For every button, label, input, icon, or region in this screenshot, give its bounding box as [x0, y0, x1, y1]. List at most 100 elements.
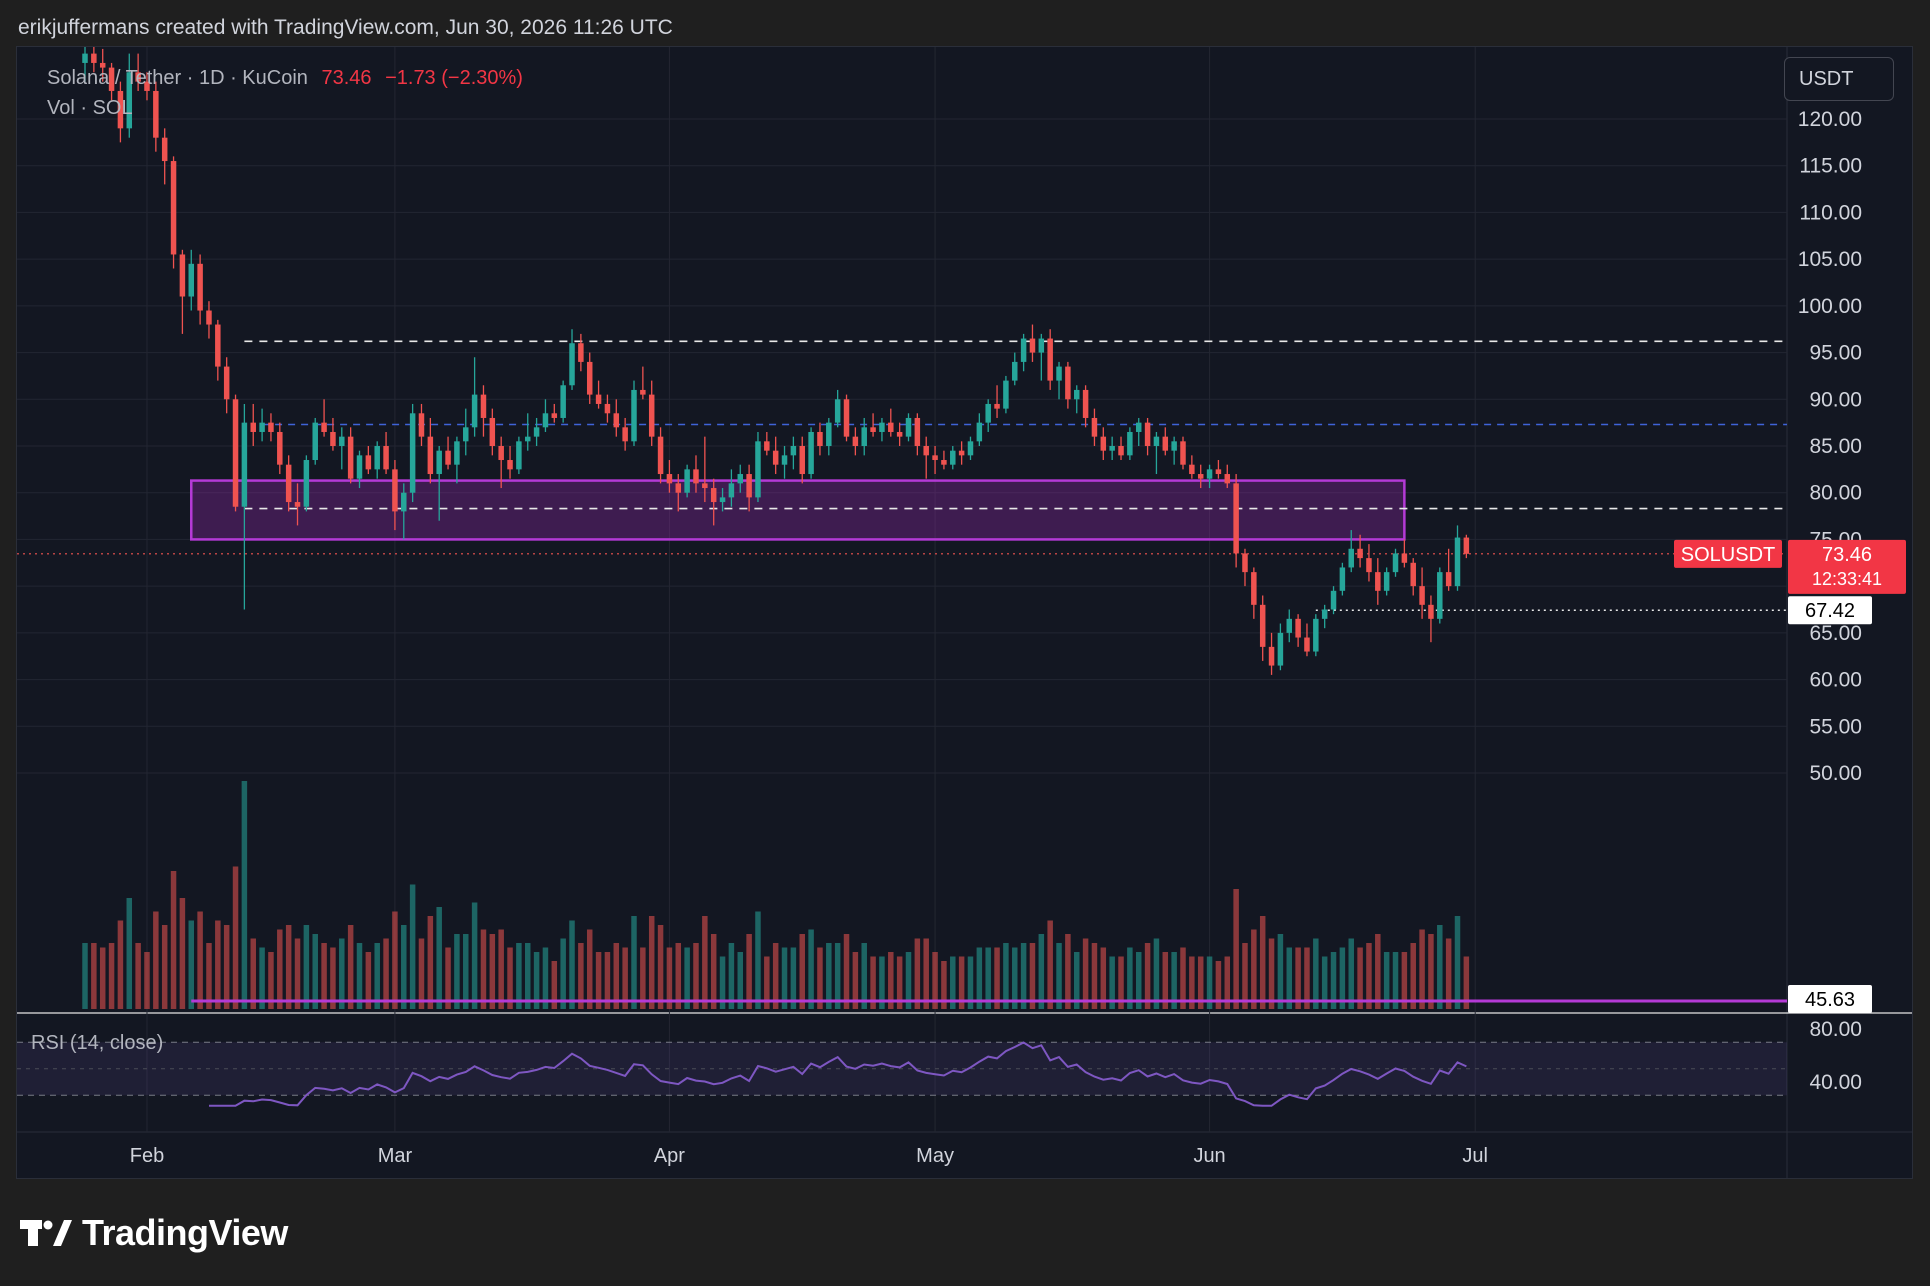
currency-button[interactable]: USDT: [1784, 57, 1894, 101]
volume-bar: [604, 952, 611, 1009]
volume-bar: [1313, 938, 1319, 1009]
candle-body: [648, 394, 655, 437]
candle-body: [737, 474, 744, 484]
price-tick-label: 50.00: [1809, 762, 1862, 785]
volume-bar: [1038, 934, 1045, 1009]
volume-bar: [365, 952, 372, 1009]
candle-body: [772, 450, 779, 465]
candle-body: [1020, 338, 1027, 362]
volume-bar: [1127, 947, 1133, 1009]
volume-bar: [648, 916, 655, 1009]
candle-body: [1242, 553, 1248, 573]
volume-bar: [1295, 947, 1301, 1009]
candle-body: [463, 427, 469, 442]
price-chart[interactable]: 120.00 115.00 110.00 105.00 100.00 95.00 90.00…: [17, 47, 1912, 1178]
volume-bar: [905, 952, 912, 1009]
candle-body: [480, 394, 487, 418]
symbol-legend[interactable]: Solana / Tether · 1D · KuCoin 73.46 −1.7…: [47, 67, 523, 90]
volume-bar: [1224, 956, 1231, 1009]
chart-area[interactable]: 120.00 115.00 110.00 105.00 100.00 95.00 90.00…: [16, 46, 1913, 1179]
candle-body: [1366, 558, 1372, 573]
candle-body: [1215, 469, 1222, 475]
candle-body: [153, 90, 159, 138]
volume-bar: [967, 956, 974, 1009]
candle-body: [967, 441, 974, 456]
candle-body: [1162, 436, 1169, 451]
volume-bar: [1206, 956, 1213, 1009]
candle-body: [958, 450, 965, 456]
volume-bar: [976, 947, 983, 1009]
candle-body: [108, 67, 115, 91]
candle-body: [604, 403, 611, 414]
volume-bar: [693, 943, 699, 1009]
volume-bar: [675, 943, 682, 1009]
attribution-text: erikjuffermans created with TradingView.…: [18, 16, 673, 39]
candle-body: [1268, 646, 1275, 666]
price-tick-label: 95.00: [1809, 342, 1862, 365]
volume-legend[interactable]: Vol · SOL: [47, 97, 133, 119]
volume-bar: [223, 925, 230, 1009]
volume-bar: [489, 934, 496, 1009]
candle-body: [1012, 361, 1018, 381]
candle-body: [1100, 436, 1107, 451]
volume-bar: [197, 911, 203, 1009]
rsi-legend[interactable]: RSI (14, close): [31, 1032, 164, 1054]
price-tick-label: 110.00: [1799, 201, 1862, 224]
candle-body: [294, 502, 301, 507]
candle-body: [719, 497, 726, 503]
volume-bar: [817, 947, 823, 1009]
volume-bar: [888, 952, 894, 1009]
volume-bar: [702, 916, 708, 1009]
tradingview-logo[interactable]: TradingView: [20, 1212, 288, 1254]
volume-bar: [950, 956, 956, 1009]
volume-bar: [622, 947, 628, 1009]
candle-body: [1091, 417, 1098, 437]
candle-body: [631, 389, 637, 442]
volume-bar: [170, 871, 177, 1009]
volume-bar: [436, 907, 442, 1009]
candle-body: [941, 460, 947, 465]
candle-body: [551, 413, 558, 418]
candle-body: [622, 427, 628, 442]
volume-bar: [896, 956, 903, 1009]
volume-bar: [144, 952, 150, 1009]
volume-bar: [374, 943, 380, 1009]
candle-body: [1251, 572, 1257, 605]
volume-bar: [799, 934, 805, 1009]
candle-body: [356, 455, 363, 479]
volume-bar: [161, 925, 168, 1009]
volume-bar: [401, 925, 407, 1009]
candle-body: [330, 431, 336, 446]
volume-bar: [99, 947, 106, 1009]
candle-body: [347, 436, 354, 479]
candle-body: [1277, 632, 1284, 666]
candle-body: [702, 483, 708, 489]
candle-body: [321, 422, 327, 432]
candle-body: [445, 450, 451, 465]
candle-body: [82, 53, 88, 63]
tradingview-wordmark: TradingView: [82, 1212, 288, 1253]
candle-body: [471, 394, 478, 428]
volume-bar: [1268, 938, 1275, 1009]
volume-bar: [578, 943, 584, 1009]
volume-bar: [126, 898, 133, 1009]
candle-body: [383, 446, 389, 470]
candle-body: [1003, 380, 1009, 409]
volume-bar: [232, 866, 239, 1009]
candle-body: [808, 431, 814, 475]
legend-change: −1.73 (−2.30%): [385, 67, 523, 89]
volume-bar: [1410, 943, 1416, 1009]
volume-bar: [1135, 952, 1142, 1009]
volume-bar: [1180, 947, 1186, 1009]
volume-bar: [1012, 947, 1018, 1009]
candle-body: [1224, 474, 1231, 484]
candle-body: [710, 488, 717, 503]
volume-bar: [454, 934, 460, 1009]
candle-body: [365, 455, 372, 470]
volume-bar: [560, 938, 566, 1009]
volume-bar: [1171, 952, 1177, 1009]
volume-bar: [480, 929, 487, 1009]
volume-bar: [684, 947, 690, 1009]
volume-bar: [392, 911, 398, 1009]
price-tick-label: 100.00: [1798, 295, 1862, 318]
